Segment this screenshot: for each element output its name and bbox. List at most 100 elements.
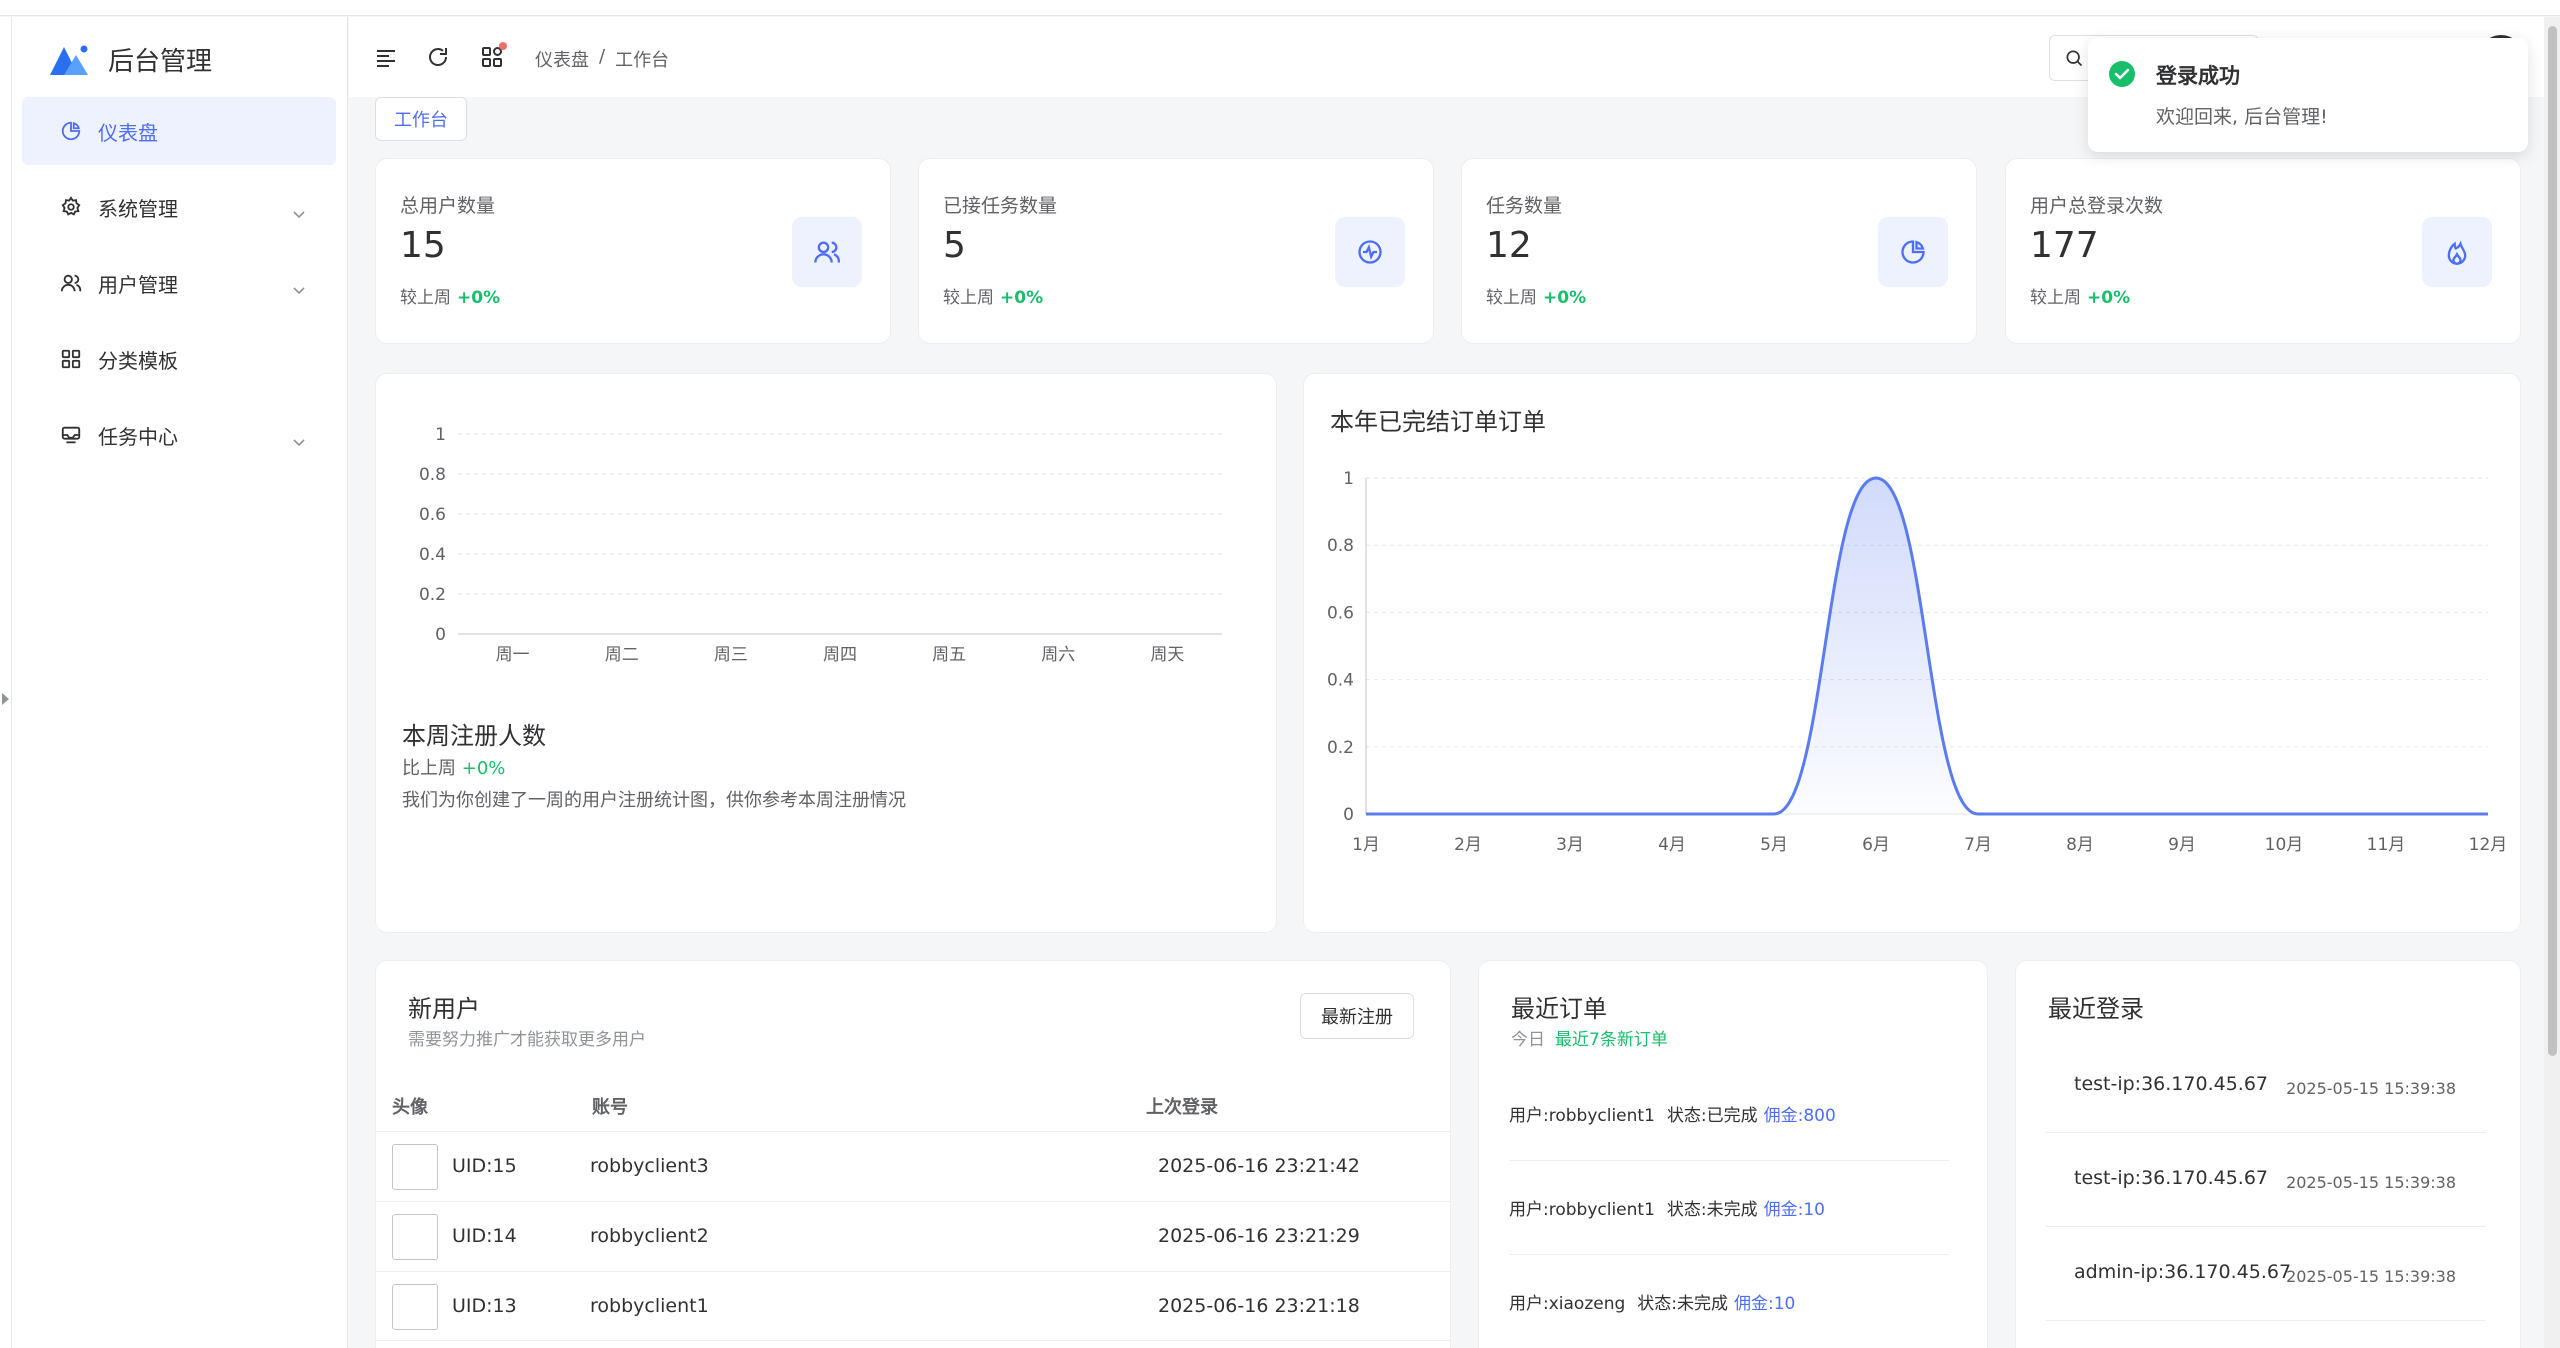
menu-fold-icon[interactable]: [373, 44, 399, 70]
stat-change: +0%: [457, 288, 501, 308]
x-tick-label: 周二: [605, 645, 639, 665]
breadcrumb-separator: /: [599, 46, 606, 67]
latest-register-button[interactable]: 最新注册: [1300, 993, 1414, 1039]
stat-title: 任务数量: [1486, 195, 1563, 217]
user-uid: UID:15: [452, 1155, 517, 1177]
column-last-login: 上次登录: [1146, 1097, 1218, 1118]
list-item[interactable]: 用户:robbyclient1 状态:未完成 佣金:10: [1509, 1161, 1949, 1255]
user-last-login: 2025-06-16 23:21:29: [1158, 1225, 1360, 1247]
mountain-logo-icon: [50, 45, 88, 75]
sidebar-item-system[interactable]: 系统管理: [22, 173, 336, 241]
weekly-compare: 比上周 +0%: [402, 754, 505, 780]
weekly-title: 本周注册人数: [402, 722, 546, 750]
tag-bar: 工作台: [349, 97, 2560, 145]
refresh-icon[interactable]: [425, 44, 451, 70]
table-row[interactable]: UID:13 robbyclient1 2025-06-16 23:21:18: [376, 1271, 1450, 1341]
apps-icon[interactable]: [479, 42, 507, 70]
scrollbar-thumb[interactable]: [2548, 26, 2557, 1056]
x-tick-label: 10月: [2265, 835, 2304, 855]
users-icon: [792, 217, 862, 287]
breadcrumb-dashboard[interactable]: 仪表盘: [535, 50, 589, 71]
login-ip: test-ip:36.170.45.67: [2074, 1167, 2268, 1189]
list-item[interactable]: 用户:xiaozeng 状态:未完成 佣金:10: [1509, 1255, 1949, 1348]
yearly-orders-card: 本年已完结订单订单 0 0.2 0.4 0.6 0.8 1 1月 2月 3月 4月 5月 6月 7月 8月…: [1303, 373, 2521, 933]
y-tick-label: 1: [1343, 469, 1354, 489]
stat-compare: 较上周 +0%: [943, 283, 1043, 308]
login-time: 2025-05-15 15:39:38: [2286, 1173, 2456, 1192]
stat-change: +0%: [1543, 288, 1587, 308]
list-item[interactable]: test-ip:36.170.45.67 2025-05-15 15:39:38: [2046, 1133, 2486, 1227]
toast-title: 登录成功: [2156, 64, 2240, 88]
stat-title: 总用户数量: [400, 195, 496, 217]
check-circle-icon: [2109, 61, 2135, 87]
stat-compare: 较上周 +0%: [400, 283, 500, 308]
recent-orders-card: 最近订单 今日 最近7条新订单 用户:robbyclient1 状态:已完成 佣金…: [1478, 960, 1988, 1348]
x-tick-label: 7月: [1964, 835, 1992, 855]
window-top-bar: [0, 0, 2560, 16]
y-tick-label: 0: [1343, 805, 1354, 825]
x-tick-label: 周天: [1150, 645, 1184, 665]
user-avatar-image: [392, 1284, 438, 1330]
x-tick-label: 周五: [932, 645, 966, 665]
recent-orders-title: 最近订单: [1511, 995, 1607, 1023]
list-item[interactable]: admin-ip:36.170.45.67 2025-05-15 15:39:3…: [2046, 1227, 2486, 1321]
stat-title: 用户总登录次数: [2030, 195, 2164, 217]
sidebar-item-dashboard[interactable]: 仪表盘: [22, 97, 336, 165]
y-tick-label: 0.8: [419, 465, 446, 485]
stat-card-accepted-tasks: 已接任务数量 5 较上周 +0%: [918, 158, 1434, 344]
user-uid: UID:14: [452, 1225, 517, 1247]
order-amount: 佣金:10: [1734, 1294, 1796, 1314]
weekly-description: 我们为你创建了一周的用户注册统计图，供你参考本周注册情况: [402, 790, 906, 811]
y-tick-label: 0.4: [419, 545, 446, 565]
order-amount: 佣金:10: [1763, 1200, 1825, 1220]
user-last-login: 2025-06-16 23:21:18: [1158, 1295, 1360, 1317]
x-tick-label: 9月: [2168, 835, 2196, 855]
x-tick-label: 周三: [714, 645, 748, 665]
breadcrumb-workbench: 工作台: [615, 50, 670, 71]
series-line: [1366, 476, 2488, 816]
new-users-title: 新用户: [408, 995, 480, 1023]
app-logo[interactable]: 后台管理: [48, 39, 212, 79]
sidebar-item-tasks[interactable]: 任务中心: [22, 401, 336, 469]
list-item[interactable]: test-ip:36.170.45.67 2025-05-15 15:39:38: [2046, 1039, 2486, 1133]
chevron-down-icon: [292, 277, 306, 301]
stat-compare-label: 较上周: [1486, 288, 1537, 308]
weekly-registration-card: 0 0.2 0.4 0.6 0.8 1 周一 周二 周三 周四 周五 周六 周天 本周注册人数 比上周 …: [375, 373, 1277, 933]
stat-value: 15: [400, 225, 446, 266]
x-tick-label: 周四: [823, 645, 857, 665]
user-account: robbyclient2: [590, 1225, 709, 1247]
y-tick-label: 0: [435, 625, 446, 645]
collapse-strip[interactable]: [0, 17, 12, 1348]
table-row[interactable]: UID:15 robbyclient3 2025-06-16 23:21:42: [376, 1131, 1450, 1201]
stat-compare-label: 较上周: [2030, 288, 2081, 308]
y-tick-label: 0.2: [419, 585, 446, 605]
login-success-toast: 登录成功 欢迎回来, 后台管理!: [2088, 38, 2528, 152]
activity-icon: [1335, 217, 1405, 287]
table-row[interactable]: UID:14 robbyclient2 2025-06-16 23:21:29: [376, 1201, 1450, 1271]
y-tick-label: 0.2: [1327, 738, 1354, 758]
order-status: 状态:未完成: [1637, 1294, 1729, 1314]
order-amount: 佣金:800: [1763, 1106, 1836, 1126]
sidebar-item-templates[interactable]: 分类模板: [22, 325, 336, 393]
x-tick-label: 5月: [1760, 835, 1788, 855]
user-account: robbyclient1: [590, 1295, 709, 1317]
user-avatar-image: [392, 1214, 438, 1260]
recent-orders-subtitle: 今日 最近7条新订单: [1511, 1025, 1668, 1050]
order-user: 用户:robbyclient1: [1509, 1200, 1655, 1220]
list-item[interactable]: 用户:robbyclient1 状态:已完成 佣金:800: [1509, 1067, 1949, 1161]
stat-card-logins: 用户总登录次数 177 较上周 +0%: [2005, 158, 2521, 344]
x-tick-label: 8月: [2066, 835, 2094, 855]
expand-arrow-icon[interactable]: [2, 693, 9, 705]
login-ip: admin-ip:36.170.45.67: [2074, 1261, 2292, 1283]
order-status: 状态:未完成: [1666, 1200, 1758, 1220]
sidebar-item-users[interactable]: 用户管理: [22, 249, 336, 317]
app-title: 后台管理: [108, 46, 213, 77]
stat-title: 已接任务数量: [943, 195, 1058, 217]
stat-value: 5: [943, 225, 966, 266]
tab-workbench[interactable]: 工作台: [375, 97, 467, 141]
pie-chart-icon: [1878, 217, 1948, 287]
x-tick-label: 12月: [2469, 835, 2508, 855]
order-user: 用户:xiaozeng: [1509, 1294, 1626, 1314]
sidebar-item-label: 仪表盘: [98, 120, 158, 145]
